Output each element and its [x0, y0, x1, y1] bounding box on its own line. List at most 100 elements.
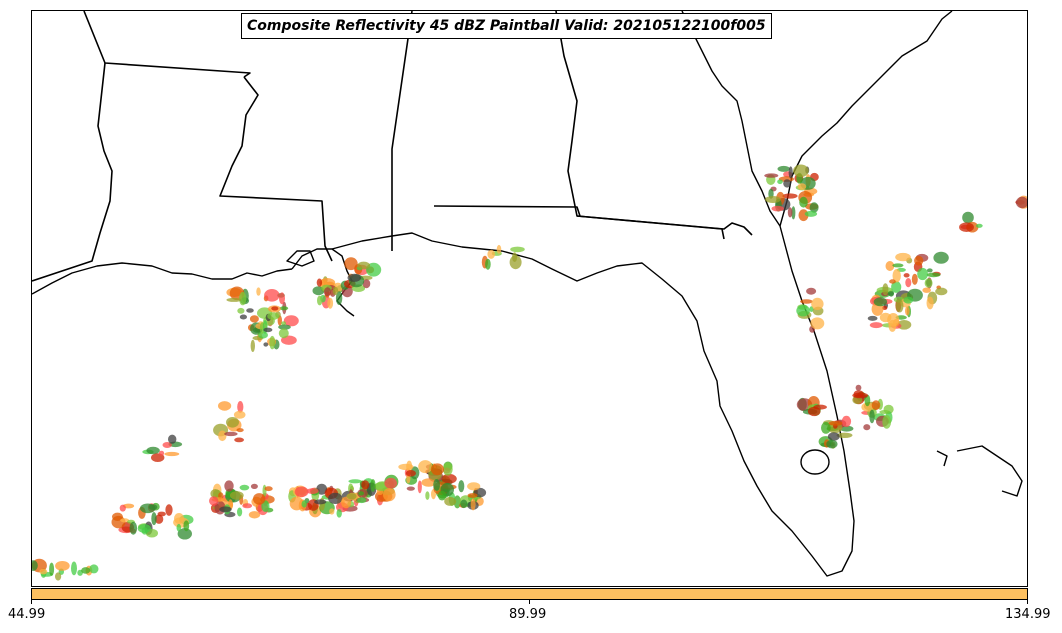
reflectivity-blob	[807, 406, 821, 417]
colorbar-tick-label: 134.99	[1005, 607, 1051, 622]
reflectivity-blob	[777, 165, 790, 172]
reflectivity-blob	[49, 562, 55, 576]
reflectivity-blob	[959, 222, 974, 232]
reflectivity-blob	[278, 324, 291, 330]
reflectivity-blob	[264, 289, 280, 302]
reflectivity-blob	[328, 492, 343, 504]
reflectivity-blob	[249, 315, 259, 323]
reflectivity-blob	[210, 489, 221, 499]
reflectivity-blob	[405, 470, 416, 477]
reflectivity-blob	[165, 504, 173, 516]
reflectivity-blob	[458, 480, 465, 493]
reflectivity-blob	[263, 342, 269, 347]
reflectivity-blob	[828, 420, 843, 426]
reflectivity-blob	[903, 296, 914, 304]
reflectivity-blob	[889, 279, 896, 284]
colorbar-tick-label: 44.99	[8, 607, 46, 622]
reflectivity-blob	[924, 278, 933, 288]
reflectivity-blob	[903, 273, 910, 278]
reflectivity-blob	[357, 497, 367, 504]
reflectivity-blob	[226, 417, 239, 428]
reflectivity-blob	[800, 299, 813, 304]
reflectivity-blob	[891, 281, 902, 293]
colorbar-tick	[1027, 600, 1028, 604]
reflectivity-blob	[236, 428, 244, 433]
reflectivity-blob	[384, 477, 398, 489]
reflectivity-blob	[176, 523, 182, 532]
reflectivity-blob	[430, 463, 444, 476]
reflectivity-blob	[806, 287, 817, 295]
reflectivity-blob	[444, 496, 457, 506]
reflectivity-blob	[332, 286, 339, 296]
reflectivity-blob	[250, 339, 255, 352]
reflectivity-blob	[810, 317, 825, 330]
colorbar	[31, 588, 1028, 600]
reflectivity-blob	[218, 430, 227, 442]
reflectivity-blob	[771, 205, 784, 212]
reflectivity-blob	[239, 484, 250, 491]
reflectivity-blob	[799, 196, 808, 208]
reflectivity-blob	[358, 491, 364, 496]
reflectivity-blob	[141, 527, 148, 535]
reflectivity-blob	[836, 432, 853, 438]
reflectivity-blob	[264, 486, 273, 492]
colorbar-tick	[529, 600, 530, 604]
reflectivity-blob	[283, 315, 299, 327]
reflectivity-blob	[764, 173, 779, 178]
reflectivity-blob	[437, 490, 447, 501]
reflectivity-blob	[485, 258, 491, 270]
reflectivity-blob	[154, 514, 164, 524]
reflectivity-blob	[406, 460, 413, 473]
reflectivity-blob	[177, 528, 192, 540]
reflectivity-blob	[224, 480, 234, 492]
reflectivity-blob	[871, 400, 881, 411]
map-canvas	[32, 11, 1027, 581]
colorbar-tick	[31, 600, 32, 604]
reflectivity-blob	[827, 432, 840, 441]
reflectivity-blob	[289, 496, 304, 511]
reflectivity-blob	[905, 278, 912, 288]
reflectivity-blob	[146, 446, 160, 455]
reflectivity-blob	[335, 291, 343, 305]
reflectivity-blob	[797, 183, 807, 191]
reflectivity-blob	[882, 283, 889, 296]
reflectivity-blob	[71, 561, 77, 576]
reflectivity-blob	[441, 473, 457, 484]
reflectivity-blob	[229, 491, 244, 500]
reflectivity-blob	[425, 491, 430, 500]
reflectivity-blob	[826, 439, 838, 449]
reflectivity-blob	[151, 512, 157, 526]
reflectivity-blob	[867, 315, 878, 321]
reflectivity-blob	[158, 450, 165, 456]
reflectivity-blob	[357, 261, 371, 270]
reflectivity-blob	[975, 223, 983, 228]
reflectivity-blob	[861, 402, 874, 412]
reflectivity-blob	[239, 291, 247, 306]
reflectivity-blob	[329, 508, 335, 515]
reflectivity-blob	[314, 499, 327, 505]
reflectivity-blob	[873, 297, 888, 307]
reflectivity-blob	[32, 560, 38, 571]
reflectivity-blob	[237, 507, 243, 517]
reflectivity-blob	[905, 306, 910, 316]
reflectivity-blob	[922, 287, 931, 293]
reflectivity-blob	[895, 252, 911, 262]
reflectivity-blob	[219, 506, 232, 513]
reflectivity-blob	[183, 520, 190, 532]
reflectivity-blob	[926, 296, 934, 310]
reflectivity-blob	[237, 307, 245, 314]
reflectivity-blob	[361, 480, 370, 490]
reflectivity-blob	[433, 479, 440, 491]
reflectivity-blob	[510, 246, 525, 253]
reflectivity-blob	[316, 278, 323, 287]
reflectivity-blob	[120, 518, 130, 523]
reflectivity-blob	[914, 255, 924, 266]
reflectivity-blob	[926, 272, 941, 278]
reflectivity-blob	[852, 392, 869, 399]
reflectivity-blob	[248, 511, 261, 519]
reflectivity-blob	[316, 483, 328, 495]
reflectivity-blob	[323, 287, 332, 297]
reflectivity-blob	[253, 493, 266, 505]
reflectivity-blob	[796, 305, 810, 317]
reflectivity-blob	[317, 295, 323, 306]
